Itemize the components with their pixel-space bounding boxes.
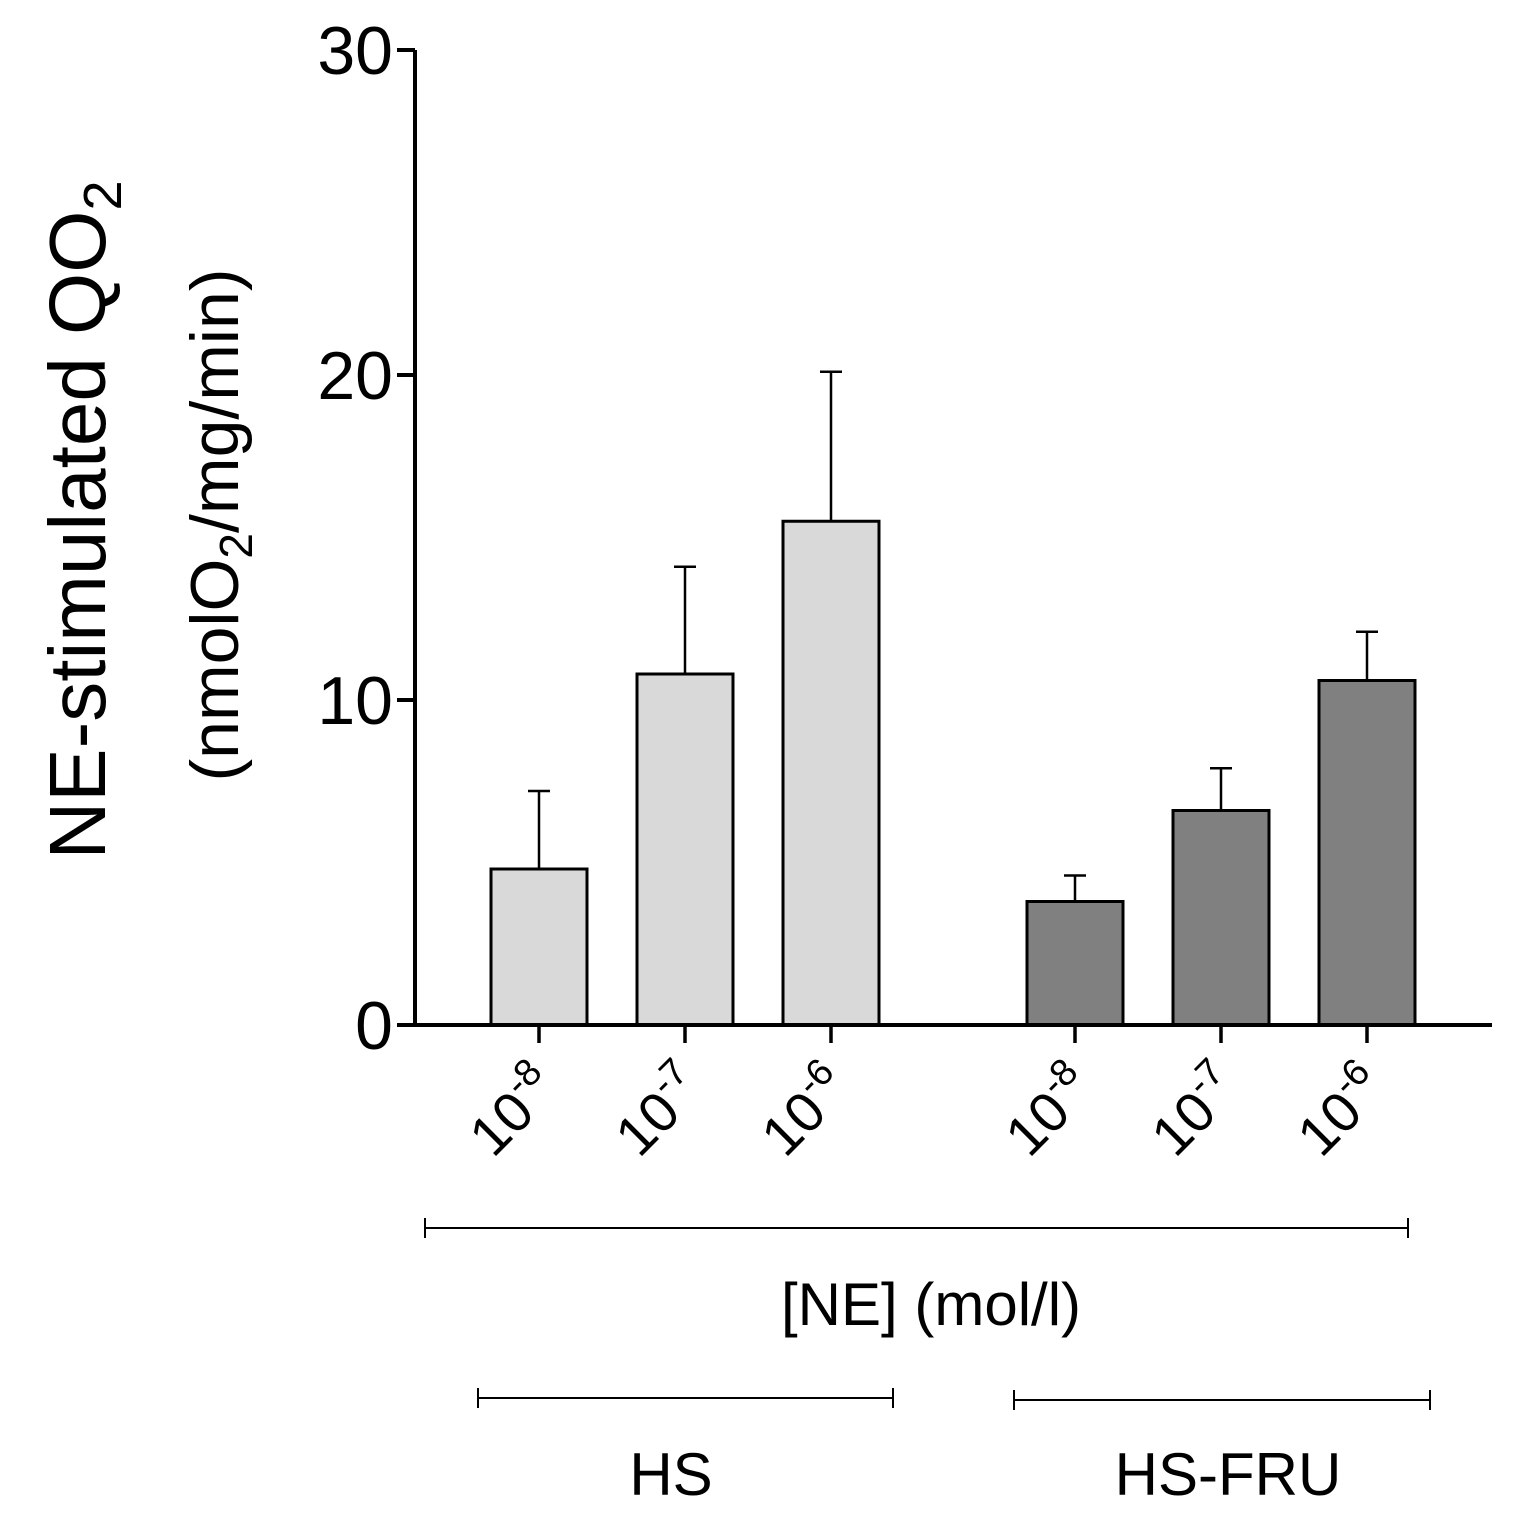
y-title-line1-main: NE-stimulated QO [33,210,122,859]
y-axis-title-line2: (nmolO2/mg/min) [177,269,262,782]
y-title-line1-sub: 2 [73,180,133,210]
y-axis-title: NE-stimulated QO2 (nmolO2/mg/min) [33,180,262,859]
group-label-hs-fru: HS-FRU [1115,1441,1342,1508]
group-label-hs: HS [629,1441,712,1508]
y-title-line2-pre: (nmolO [177,559,253,782]
y-axis-title-line1: NE-stimulated QO2 [33,180,133,859]
bar-hs-fru-3 [1317,679,1417,1027]
x-tick-label-hs-fru-1: 10-8 [989,1051,1106,1168]
y-title-line2-post: /mg/min) [177,269,253,533]
y-tick-label-30: 30 [317,13,393,89]
y-tick-label-0: 0 [355,988,393,1064]
bar-hs-2 [635,672,735,1027]
x-axis-title: [NE] (mol/l) [781,1271,1081,1338]
bar-hs-3 [781,519,881,1027]
x-tick-label-hs-3: 10-6 [745,1051,862,1168]
y-tick-label-20: 20 [317,338,393,414]
x-tick-label-hs-fru-3: 10-6 [1281,1051,1398,1168]
x-tick-label-hs-1: 10-8 [453,1051,570,1168]
bar-hs-fru-2 [1171,809,1271,1027]
x-tick-label-hs-fru-2: 10-7 [1135,1051,1252,1168]
y-title-line2-sub: 2 [210,533,262,559]
bar-hs-1 [489,867,589,1027]
bar-hs-fru-1 [1025,900,1125,1027]
y-tick-label-10: 10 [317,663,393,739]
x-tick-label-hs-2: 10-7 [599,1051,716,1168]
